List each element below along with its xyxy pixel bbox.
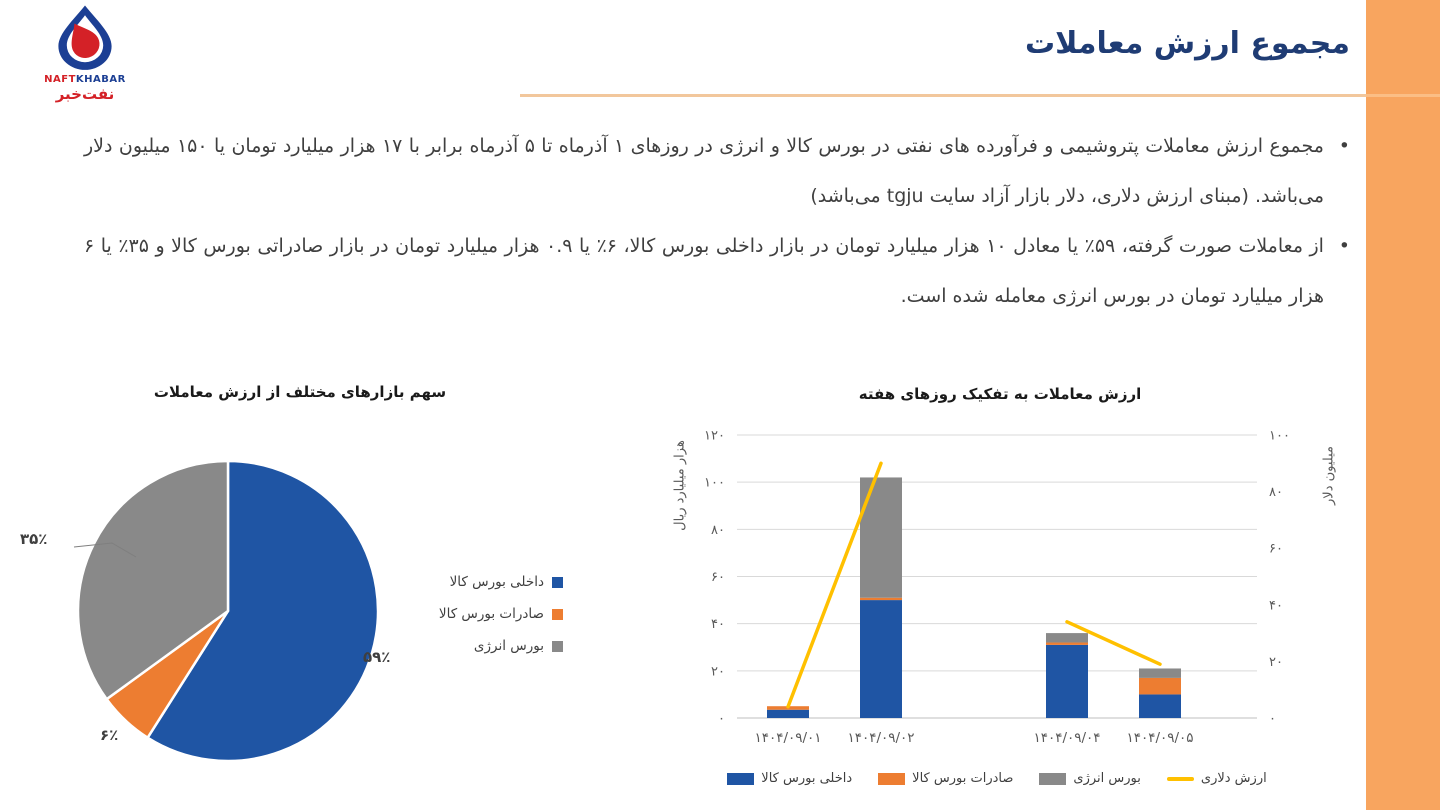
bar-chart: ۰ ۲۰ ۴۰ ۶۰ ۸۰ ۱۰۰ ۱۲۰ ۰ ۲۰ ۴۰ ۶۰ ۸۰ ۱۰۰ ۱۴۰۴/۰۹/۰۱ ۱۴۰… (704, 429, 1290, 747)
right-axis-tick: ۶۰ (1269, 542, 1283, 557)
pie-chart (73, 459, 380, 763)
pie-slice-label-59: ۵۹٪ (363, 648, 391, 666)
dollar-value-line (786, 461, 883, 709)
left-axis-tick: ۱۰۰ (704, 476, 725, 491)
legend-swatch (878, 772, 906, 785)
right-axis-tick: ۱۰۰ (1269, 429, 1290, 444)
left-axis-tick: ۲۰ (711, 664, 725, 679)
bar-segment-0-day-3 (1046, 644, 1088, 718)
right-axis-tick: ۸۰ (1269, 485, 1283, 500)
legend-swatch (552, 640, 563, 652)
legend-label: بورس انرژی (473, 638, 544, 654)
legend-label: داخلی بورس کالا (761, 771, 853, 786)
pie-leader-line (73, 542, 137, 558)
legend-label: ارزش دلاری (1200, 771, 1267, 786)
bar-segment-1-day-1 (860, 597, 902, 601)
bar-segment-2-day-3 (1046, 633, 1088, 643)
logo-text-fa: نفت‌خبر (55, 85, 115, 103)
x-axis-label: ۱۴۰۴/۰۹/۰۲ (847, 730, 914, 746)
pie-slice-0 (146, 459, 380, 763)
page-title: مجموع ارزش معاملات (1025, 26, 1350, 61)
legend-item: داخلی بورس کالا (395, 566, 563, 598)
legend-label: بورس انرژی (1073, 771, 1141, 786)
legend-label: صادرات بورس کالا (912, 771, 1014, 786)
legend-item: داخلی بورس کالا (727, 771, 852, 786)
bar-segment-2-day-4 (1139, 668, 1181, 678)
left-axis-title: هزار میلیارد ریال (672, 440, 688, 531)
right-axis-tick: ۴۰ (1269, 598, 1283, 613)
bar-chart-title: ارزش معاملات به تفکیک روزهای هفته (858, 385, 1142, 403)
right-axis-tick: ۲۰ (1269, 655, 1283, 670)
bar-segment-1-day-4 (1139, 677, 1181, 695)
bullet-list: مجموع ارزش معاملات پتروشیمی و فرآورده ها… (84, 121, 1352, 321)
left-axis-tick: ۱۲۰ (704, 429, 725, 444)
right-axis-title: میلیون دلار (1321, 446, 1337, 505)
accent-band (1366, 0, 1440, 810)
pie-slice-2 (76, 459, 230, 701)
pie-slice-label-6: ۶٪ (100, 726, 119, 744)
logo-text-en: NAFTKHABAR (44, 74, 126, 85)
left-axis-tick: ۰ (718, 712, 725, 727)
x-axis-label: ۱۴۰۴/۰۹/۰۴ (1033, 730, 1100, 746)
legend-item: بورس انرژی (395, 630, 563, 662)
pie-slice-label-35: ۳۵٪ (20, 530, 48, 548)
band-underline (1366, 94, 1440, 97)
naftkhabar-logo: NAFTKHABAR نفت‌خبر (30, 4, 140, 103)
legend-swatch (727, 772, 755, 785)
left-axis-tick: ۶۰ (711, 570, 725, 585)
bullet-text: از معاملات صورت گرفته، ۵۹٪ یا معادل ۱۰ ه… (84, 235, 1324, 307)
bullet-text: مجموع ارزش معاملات پتروشیمی و فرآورده ها… (84, 135, 1324, 207)
legend-item: صادرات بورس کالا (395, 598, 563, 630)
legend-label: داخلی بورس کالا (449, 574, 544, 590)
legend-item: بورس انرژی (1039, 771, 1141, 786)
dollar-value-line (1065, 620, 1162, 666)
bar-segment-0-day-1 (860, 600, 902, 718)
left-axis-tick: ۸۰ (711, 523, 725, 538)
bar-segment-2-day-1 (860, 477, 902, 598)
pie-legend: داخلی بورس کالا صادرات بورس کالا بورس انرژ… (395, 566, 563, 662)
title-underline (520, 94, 1366, 97)
legend-swatch (1039, 772, 1067, 785)
x-axis-label: ۱۴۰۴/۰۹/۰۱ (754, 730, 821, 746)
legend-item: ارزش دلاری (1166, 771, 1267, 786)
bullet-item: از معاملات صورت گرفته، ۵۹٪ یا معادل ۱۰ ه… (84, 221, 1352, 321)
legend-swatch (552, 576, 563, 588)
x-axis-label: ۱۴۰۴/۰۹/۰۵ (1126, 730, 1193, 746)
bullet-item: مجموع ارزش معاملات پتروشیمی و فرآورده ها… (84, 121, 1352, 221)
bar-legend: داخلی بورس کالا صادرات بورس کالا بورس انرژ… (667, 771, 1327, 786)
legend-item: صادرات بورس کالا (878, 771, 1013, 786)
legend-label: صادرات بورس کالا (438, 606, 544, 622)
right-axis-tick: ۰ (1269, 712, 1276, 727)
flame-drop-icon (58, 5, 112, 70)
legend-swatch (552, 608, 563, 620)
legend-line-swatch (1166, 776, 1194, 781)
bar-segment-0-day-0 (767, 709, 809, 718)
pie-chart-title: سهم بازارهای مختلف از ارزش معاملات (153, 383, 447, 401)
left-axis-tick: ۴۰ (711, 617, 725, 632)
bar-segment-1-day-3 (1046, 642, 1088, 645)
bar-segment-0-day-4 (1139, 694, 1181, 718)
